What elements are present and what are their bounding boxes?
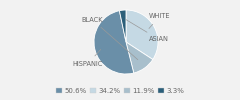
Wedge shape [126, 10, 158, 60]
Text: HISPANIC: HISPANIC [72, 49, 103, 67]
Wedge shape [120, 10, 126, 42]
Text: BLACK: BLACK [81, 17, 138, 60]
Text: WHITE: WHITE [149, 13, 171, 28]
Wedge shape [94, 11, 134, 74]
Wedge shape [126, 42, 153, 73]
Legend: 50.6%, 34.2%, 11.9%, 3.3%: 50.6%, 34.2%, 11.9%, 3.3% [53, 85, 187, 97]
Text: ASIAN: ASIAN [126, 20, 169, 42]
